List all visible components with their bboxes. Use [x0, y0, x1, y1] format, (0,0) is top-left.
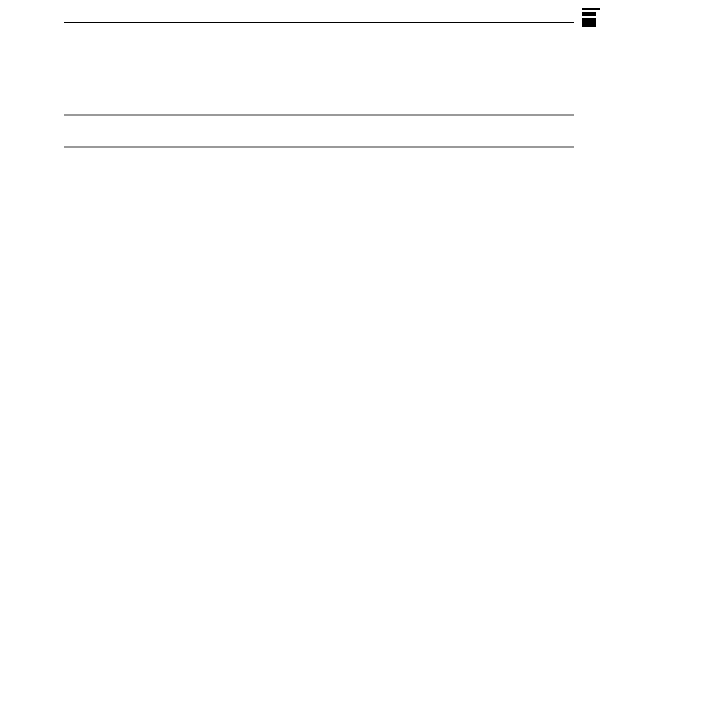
legend-cds-rect	[582, 18, 596, 27]
sequence-tube-map-d	[64, 114, 574, 116]
gene-line	[64, 22, 574, 23]
sequence-tube-map-e	[64, 146, 574, 148]
gene-legend	[582, 8, 700, 27]
legend-utr-rect	[582, 12, 596, 16]
x-axis	[64, 60, 574, 94]
legend-gene-line	[582, 8, 600, 10]
gene-track	[64, 8, 574, 36]
